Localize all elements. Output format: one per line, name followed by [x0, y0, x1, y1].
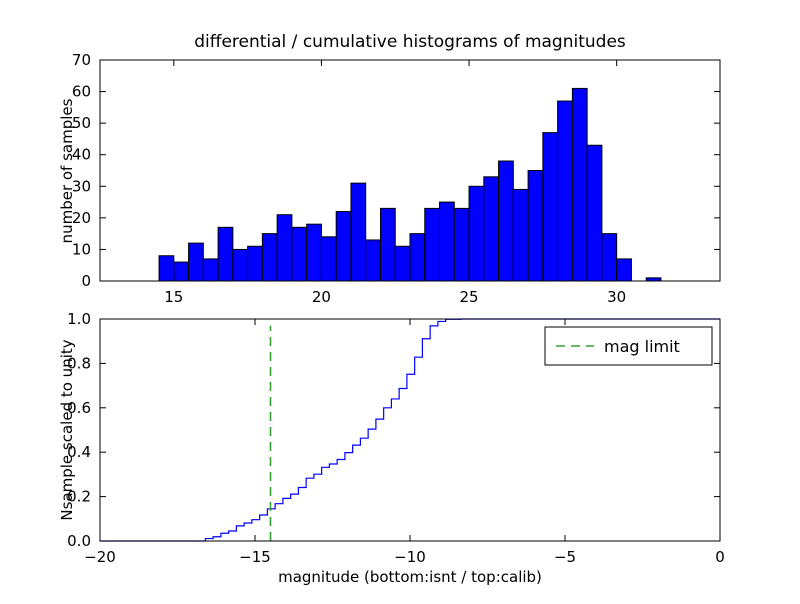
x-tick-label: −15 [239, 548, 271, 566]
histogram-bar [291, 226, 308, 282]
histogram-bar [542, 132, 559, 282]
y-tick-label: 60 [72, 83, 91, 101]
histogram-bar [616, 258, 632, 282]
x-tick-label: −20 [84, 548, 116, 566]
x-tick-label: −5 [554, 548, 576, 566]
cumulative-step-line [100, 318, 720, 542]
y-tick-label: 0.4 [67, 443, 91, 461]
legend-label: mag limit [604, 337, 680, 356]
histogram-bar [527, 170, 544, 282]
figure-title: differential / cumulative histograms of … [194, 32, 626, 52]
y-tick-label: 0.0 [67, 532, 91, 550]
histogram-bar [379, 207, 396, 282]
histogram-bar [468, 185, 485, 282]
y-tick-label: 10 [72, 240, 91, 258]
histogram-bar [247, 245, 263, 282]
y-tick-label: 0.6 [67, 399, 91, 417]
histogram-bar [512, 188, 529, 282]
top-axes-frame [99, 59, 721, 282]
histogram-bar [217, 226, 234, 282]
histogram-bar [188, 242, 204, 282]
bottom-ylabel: Nsample scaled to unity [58, 339, 76, 520]
y-tick-label: 50 [72, 114, 91, 132]
bottom-xlabel: magnitude (bottom:isnt / top:calib) [278, 568, 542, 586]
legend-box [544, 326, 713, 366]
histogram-bar [483, 176, 500, 282]
histogram-bar [571, 87, 588, 282]
histogram-bar [394, 245, 411, 282]
legend: mag limit [544, 326, 713, 366]
histogram-bar [202, 258, 219, 282]
y-tick-label: 40 [72, 146, 91, 164]
y-tick-label: 0.8 [67, 354, 91, 372]
histogram-bar [586, 144, 603, 282]
histogram-bar [173, 261, 190, 282]
top-ylabel: number of samples [58, 98, 76, 243]
histogram-bar [232, 248, 249, 282]
histogram-bar [409, 233, 426, 282]
histogram-bar [498, 160, 514, 282]
x-tick-label: 20 [312, 288, 331, 306]
histogram-bar [158, 255, 175, 282]
y-tick-label: 20 [72, 209, 91, 227]
histogram-bar [365, 239, 381, 282]
x-tick-label: −10 [394, 548, 426, 566]
plot-layer: 15 20 25 30 0 10 20 30 40 50 60 70 −20 −15 −10 −5 0 0.0 0.… [67, 51, 725, 566]
histogram-bar [453, 207, 470, 282]
histogram-bar [439, 201, 455, 282]
histogram-bar [261, 233, 278, 282]
histogram-bar [601, 233, 618, 282]
x-tick-label: 15 [164, 288, 183, 306]
histogram-bar [557, 100, 573, 282]
x-tick-label: 25 [460, 288, 479, 306]
histogram-bar [320, 236, 337, 282]
y-tick-label: 70 [72, 51, 91, 69]
y-tick-label: 0.2 [67, 488, 91, 506]
x-tick-label: 0 [715, 548, 725, 566]
histogram-bar [350, 182, 367, 282]
x-tick-label: 30 [607, 288, 626, 306]
histogram-bar [335, 211, 352, 282]
histogram-bar [276, 214, 293, 282]
histogram-bar [306, 223, 322, 282]
y-tick-label: 30 [72, 177, 91, 195]
y-tick-label: 0 [81, 272, 91, 290]
histogram-bar [424, 207, 441, 282]
y-tick-label: 1.0 [67, 310, 91, 328]
